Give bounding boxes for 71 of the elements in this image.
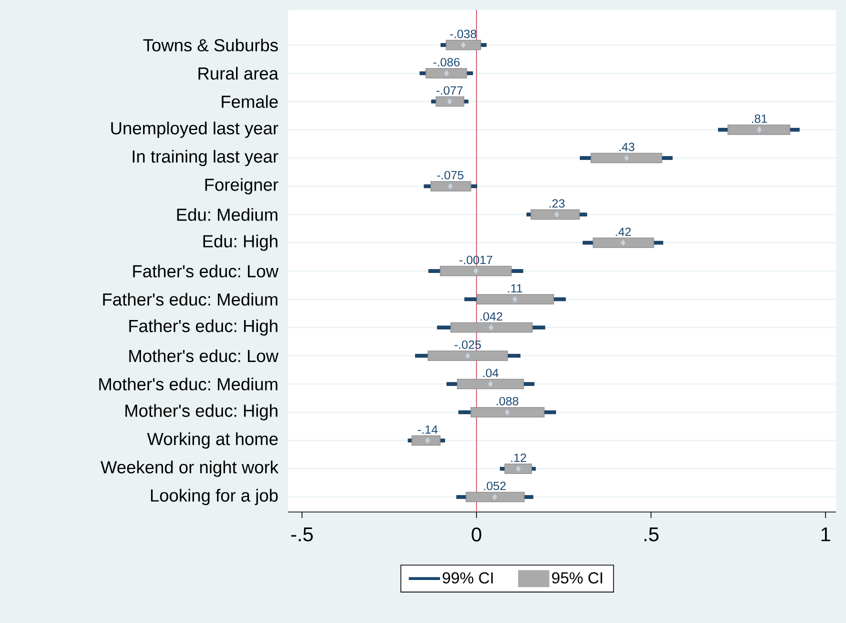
data-label: .12 [511, 454, 526, 462]
point [624, 154, 630, 162]
bar [476, 294, 554, 304]
point [554, 211, 560, 218]
bar [728, 124, 790, 135]
y-tick-label: Rural area [198, 66, 278, 80]
data-label: .43 [619, 142, 634, 152]
point [425, 437, 430, 444]
point [444, 70, 449, 76]
y-tick-label: Working at home [147, 432, 278, 449]
y-tick-label: Foreigner [205, 178, 278, 194]
x-tick-label: 0 [472, 527, 482, 542]
y-tick-label: Edu: High [203, 234, 278, 251]
data-label: .23 [550, 199, 565, 208]
point [447, 98, 452, 105]
legend-label: 99% CI [442, 572, 493, 584]
x-tick-label: 1 [822, 527, 830, 542]
data-label: .04 [483, 368, 498, 378]
data-label: -.077 [436, 86, 463, 95]
point [620, 240, 626, 246]
data-label: -.14 [418, 425, 438, 434]
data-label: .81 [752, 114, 767, 123]
bar [590, 152, 662, 164]
point [448, 183, 453, 190]
data-label: .042 [480, 312, 502, 321]
bar [426, 68, 468, 78]
y-tick-label: Towns & Suburbs [143, 38, 278, 52]
y-tick-label: Mother's educ: Medium [99, 378, 278, 390]
data-label: .42 [616, 228, 631, 236]
point [516, 466, 521, 472]
y-tick-label: Looking for a job [151, 488, 278, 506]
y-tick-label: In training last year [132, 150, 278, 166]
bar [436, 96, 464, 107]
point [492, 494, 498, 500]
bar [430, 181, 472, 192]
bar [412, 435, 440, 446]
y-tick-label: Edu: Medium [177, 208, 278, 221]
bar [530, 209, 580, 220]
y-tick-label: Unemployed last year [111, 122, 278, 138]
legend-label: 95% CI [552, 572, 602, 584]
bar [592, 238, 654, 248]
data-label: -.075 [437, 170, 464, 180]
y-tick-label: Weekend or night work [100, 460, 279, 477]
y-tick-label: Father's educ: Low [133, 264, 279, 278]
point [504, 409, 510, 416]
bar [428, 350, 508, 361]
y-tick-label: Mother's educ: Low [129, 349, 279, 362]
bar [450, 322, 533, 333]
y-tick-label: Father's educ: High [129, 319, 278, 336]
point [756, 126, 762, 133]
data-label: .11 [508, 284, 522, 292]
data-label: .052 [484, 482, 506, 490]
point [512, 296, 518, 302]
data-label: -.086 [433, 58, 460, 66]
bar [466, 492, 525, 502]
x-tick-label: .5 [644, 527, 658, 542]
data-label: .088 [496, 396, 518, 406]
point [465, 352, 470, 359]
point [488, 324, 494, 331]
y-tick-label: Mother's educ: High [125, 404, 278, 420]
point [488, 380, 493, 388]
point [460, 42, 466, 48]
x-tick-label: -.5 [291, 527, 313, 542]
bar [470, 407, 545, 418]
bar [440, 266, 512, 276]
y-tick-label: Father's educ: Medium [103, 292, 278, 306]
bar [456, 378, 524, 390]
point [473, 268, 478, 274]
bar [446, 40, 481, 50]
y-tick-label: Female [222, 95, 278, 108]
bar [504, 464, 532, 474]
